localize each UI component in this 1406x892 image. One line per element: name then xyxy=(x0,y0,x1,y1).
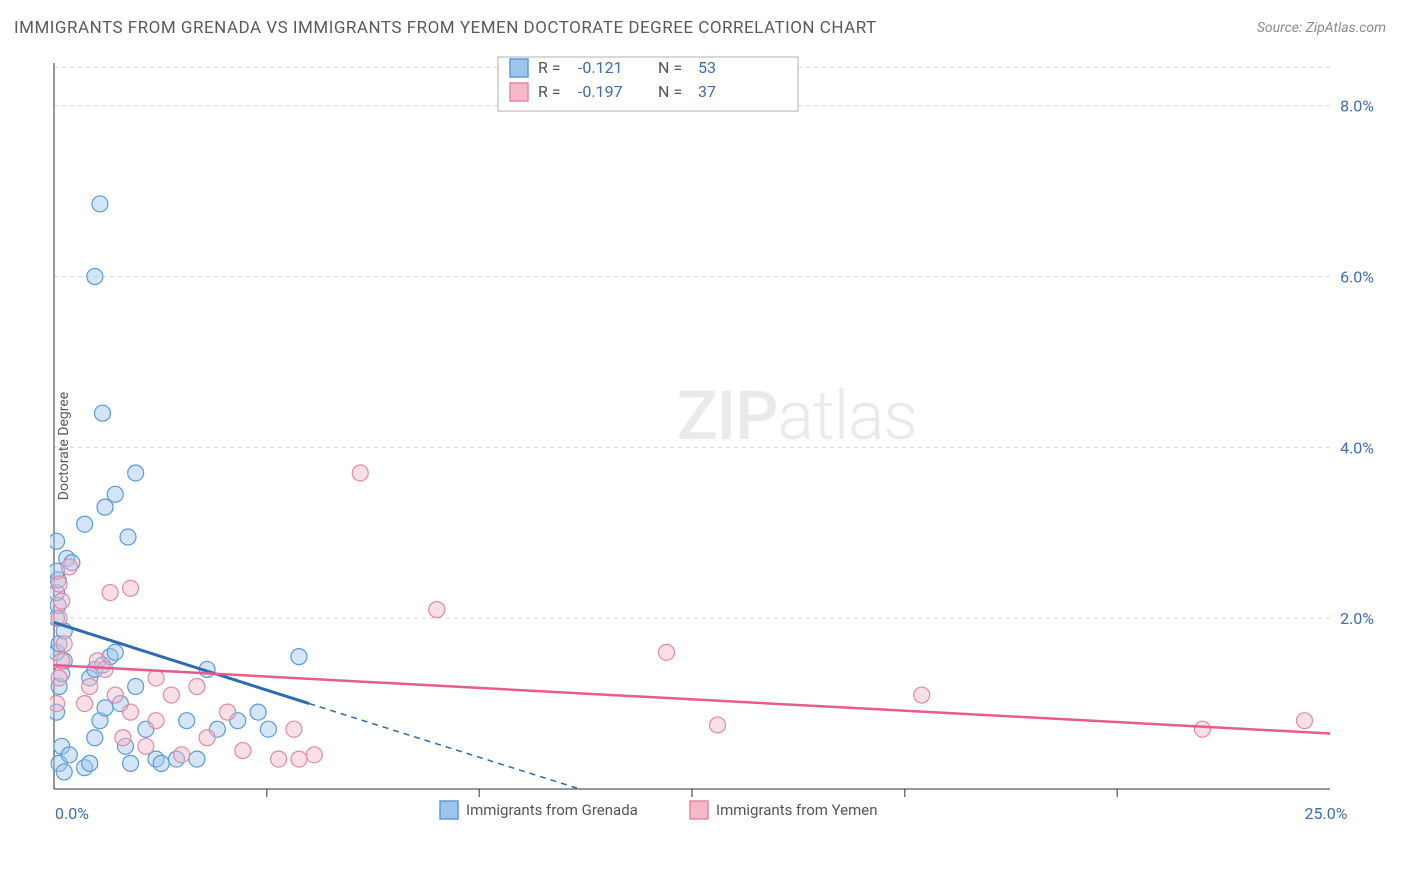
y-tick-label: 4.0% xyxy=(1340,438,1374,457)
svg-text:R =: R = xyxy=(538,58,561,77)
svg-text:R =: R = xyxy=(538,82,561,101)
trend-line-ext xyxy=(309,704,580,789)
y-tick-label: 6.0% xyxy=(1340,268,1374,287)
y-tick-label: 2.0% xyxy=(1340,609,1374,628)
source-attribution: Source: ZipAtlas.com xyxy=(1257,20,1386,36)
svg-text:-0.197: -0.197 xyxy=(578,82,623,101)
gridlines xyxy=(54,67,1330,618)
y-tick-label: 8.0% xyxy=(1340,97,1374,116)
chart-title: IMMIGRANTS FROM GRENADA VS IMMIGRANTS FR… xyxy=(14,18,877,38)
svg-text:N =: N = xyxy=(658,82,682,101)
x-tick-label: 0.0% xyxy=(55,804,89,823)
legend-stats: R = -0.121 N = 53 R = -0.197 N = 37 xyxy=(498,57,798,111)
legend-series: Immigrants from Grenada Immigrants from Y… xyxy=(440,801,878,819)
x-tick-label: 25.0% xyxy=(1305,804,1348,823)
svg-text:53: 53 xyxy=(698,58,716,77)
svg-text:Immigrants from Grenada: Immigrants from Grenada xyxy=(466,801,638,819)
svg-text:37: 37 xyxy=(698,82,716,101)
svg-text:N =: N = xyxy=(658,58,682,77)
correlation-scatter-chart: ZIPatlas 0.0% 25.0% 2.0% 4.0% 6.0% 8.0% R = -0.… xyxy=(50,55,1380,825)
svg-text:Immigrants from Yemen: Immigrants from Yemen xyxy=(716,801,878,819)
svg-text:-0.121: -0.121 xyxy=(578,58,623,77)
watermark: ZIPatlas xyxy=(677,376,917,456)
